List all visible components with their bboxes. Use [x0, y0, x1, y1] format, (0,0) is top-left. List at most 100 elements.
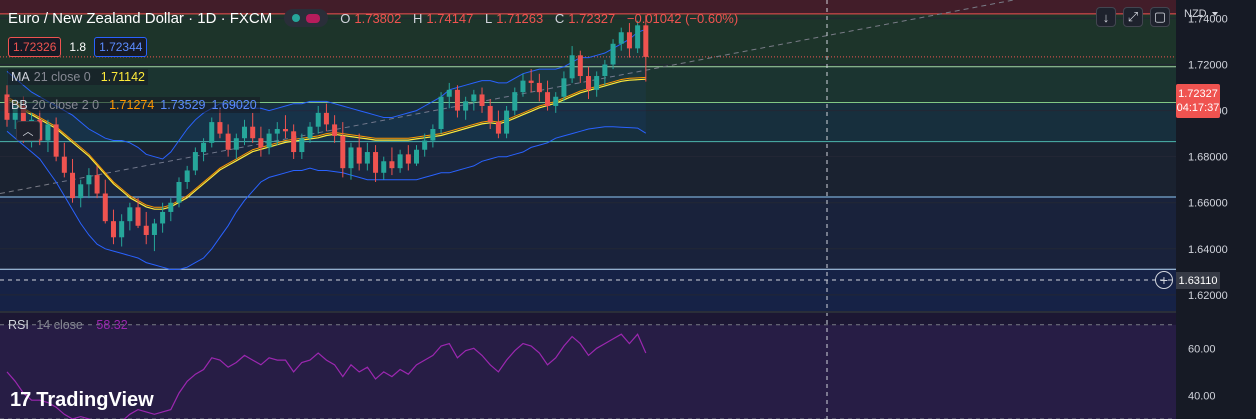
candle-body[interactable] [479, 94, 485, 106]
candle-body[interactable] [110, 221, 116, 238]
candle-body[interactable] [602, 64, 608, 77]
candle-body[interactable] [643, 25, 649, 57]
market-status-toggle[interactable] [284, 9, 329, 27]
candle-body[interactable] [381, 161, 387, 173]
buy-button[interactable]: 1.72344 [94, 37, 148, 57]
candle-body[interactable] [585, 76, 591, 90]
candle-body[interactable] [512, 92, 518, 111]
candle-body[interactable] [53, 124, 59, 157]
candle-body[interactable] [127, 207, 133, 222]
candle-body[interactable] [635, 25, 641, 49]
candle-body[interactable] [454, 89, 460, 111]
candle-body[interactable] [201, 142, 207, 153]
candle-body[interactable] [94, 175, 100, 194]
buy-sell-panel: 1.72326 1.8 1.72344 [8, 37, 148, 57]
candle-body[interactable] [364, 152, 370, 164]
candle-body[interactable] [626, 32, 632, 49]
price-axis[interactable] [1176, 0, 1256, 419]
candle-body[interactable] [348, 147, 354, 169]
candle-body[interactable] [422, 140, 428, 150]
candle-body[interactable] [569, 55, 575, 79]
candle-body[interactable] [610, 43, 616, 65]
candle-body[interactable] [225, 133, 231, 150]
candle-body[interactable] [4, 94, 10, 120]
candle-body[interactable] [553, 96, 559, 106]
ma-legend[interactable]: MA 21 close 0 1.71142 [8, 69, 148, 85]
candle-body[interactable] [504, 110, 510, 134]
candle-body[interactable] [160, 211, 166, 224]
candle-body[interactable] [356, 147, 362, 164]
candle-body[interactable] [520, 80, 526, 93]
candle-body[interactable] [291, 131, 297, 153]
candle-body[interactable] [340, 135, 346, 169]
candle-body[interactable] [176, 181, 182, 203]
candle-body[interactable] [463, 101, 469, 111]
candle-body[interactable] [250, 126, 256, 139]
candle-body[interactable] [102, 193, 108, 222]
candle-body[interactable] [78, 184, 84, 199]
candle-body[interactable] [373, 152, 379, 173]
candle-body[interactable] [168, 202, 174, 212]
candle-body[interactable] [577, 55, 583, 77]
candle-body[interactable] [471, 94, 477, 102]
candle-body[interactable] [299, 138, 305, 153]
candle-body[interactable] [119, 221, 125, 238]
expand-icon: ⤢ [1127, 9, 1139, 24]
bb-upper-line[interactable] [6, 28, 646, 160]
candle-body[interactable] [70, 172, 76, 199]
candle-body[interactable] [151, 223, 157, 235]
candle-body[interactable] [233, 138, 239, 150]
candle-body[interactable] [561, 78, 567, 97]
candle-body[interactable] [209, 122, 215, 143]
candle-body[interactable] [86, 175, 92, 185]
candle-body[interactable] [446, 89, 452, 97]
bb-basis-line[interactable] [6, 76, 646, 208]
sell-button[interactable]: 1.72326 [8, 37, 62, 57]
candle-body[interactable] [135, 207, 141, 226]
candle-body[interactable] [143, 225, 149, 235]
candle-body[interactable] [405, 154, 411, 164]
candle-body[interactable] [61, 156, 67, 173]
currency-selector[interactable]: NZD [1184, 8, 1218, 20]
rsi-line[interactable] [6, 333, 647, 419]
candle-body[interactable] [274, 129, 280, 134]
candle-body[interactable] [307, 126, 313, 139]
candle-body[interactable] [495, 122, 501, 134]
candle-body[interactable] [315, 112, 321, 127]
scroll-down-button[interactable]: ↓ [1096, 7, 1116, 27]
candle-body[interactable] [528, 80, 534, 83]
fullscreen-button[interactable]: ⤢ [1123, 7, 1143, 27]
candle-body[interactable] [332, 124, 338, 136]
ma-line[interactable] [6, 78, 646, 210]
candle-body[interactable] [594, 76, 600, 90]
candle-body[interactable] [487, 105, 493, 123]
tradingview-logo[interactable]: 17 TradingView [10, 389, 154, 412]
bb-legend[interactable]: BB 20 close 2 0 1.71274 1.73529 1.69020 [8, 97, 260, 113]
candle-body[interactable] [282, 129, 288, 132]
symbol-title[interactable]: Euro / New Zealand Dollar · 1D · FXCM [8, 9, 273, 27]
candle-body[interactable] [414, 149, 419, 164]
candle-body[interactable] [258, 138, 264, 148]
bb-params: 20 close 2 0 [31, 98, 100, 112]
add-alert-plus-icon[interactable]: + [1155, 271, 1173, 289]
bb-lower-line[interactable] [6, 126, 647, 271]
candle-body[interactable] [266, 133, 272, 148]
candle-body[interactable] [545, 92, 551, 106]
candle-body[interactable] [618, 32, 624, 44]
collapse-legend-button[interactable]: ︿ [16, 121, 40, 141]
restore-button[interactable]: ▢ [1150, 7, 1170, 27]
candle-body[interactable] [438, 96, 444, 130]
rsi-name: RSI [8, 318, 29, 332]
candle-body[interactable] [184, 170, 190, 182]
candle-body[interactable] [192, 152, 198, 171]
candle-body[interactable] [536, 82, 542, 93]
candle-body[interactable] [430, 129, 436, 141]
candle-body[interactable] [217, 122, 223, 134]
rsi-legend[interactable]: RSI 14 close 58.32 [8, 318, 128, 332]
candle-body[interactable] [323, 112, 329, 125]
candle-body[interactable] [389, 161, 395, 169]
candle-body[interactable] [45, 124, 51, 141]
candle-body[interactable] [242, 126, 248, 139]
candle-body[interactable] [397, 154, 403, 169]
